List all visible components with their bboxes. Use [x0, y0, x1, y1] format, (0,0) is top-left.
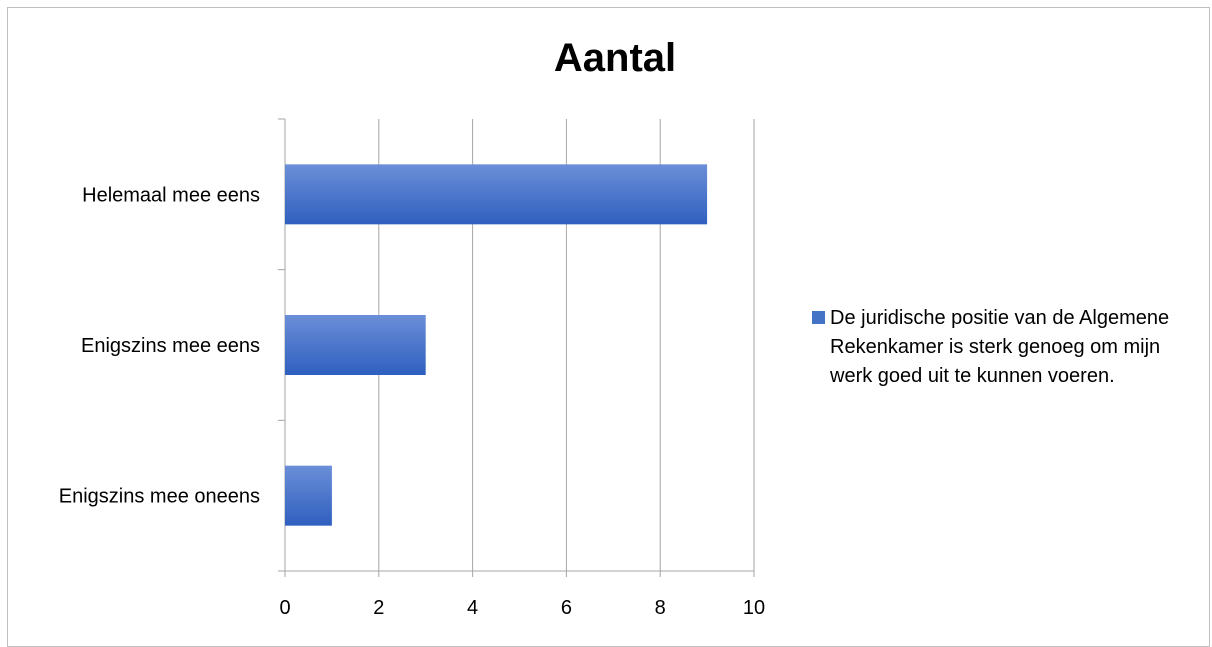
x-tick-label: 4 [467, 597, 478, 619]
x-tick-label: 10 [743, 597, 765, 619]
chart-title: Aantal [553, 36, 677, 80]
category-label: Enigszins mee oneens [59, 486, 260, 508]
chart-frame [7, 7, 1210, 647]
category-label: Helemaal mee eens [82, 184, 260, 206]
bars [285, 164, 708, 526]
legend: De juridische positie van de Algemene Re… [812, 304, 1202, 391]
x-tick-label: 6 [561, 597, 572, 619]
x-tick-label: 0 [279, 597, 290, 619]
bar [285, 164, 708, 225]
legend-swatch [812, 311, 825, 324]
legend-label: De juridische positie van de Algemene Re… [830, 307, 1170, 387]
labels: 0 2 4 6 8 10 Helemaal mee eens Enigszins mee ee… [59, 184, 765, 619]
x-tick-label: 8 [655, 597, 666, 619]
category-label: Enigszins mee eens [81, 335, 260, 357]
bar [285, 315, 426, 375]
bar [285, 465, 332, 526]
x-tick-label: 2 [373, 597, 384, 619]
